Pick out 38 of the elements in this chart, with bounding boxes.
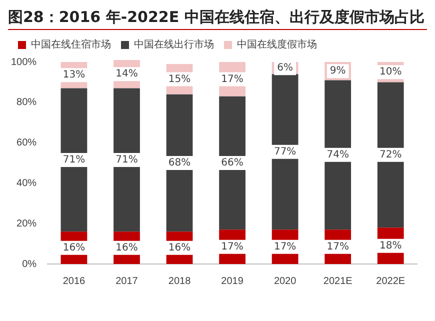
data-label: 17% [274,241,296,252]
y-tick-label: 80% [16,97,37,108]
y-tick-label: 60% [16,138,37,149]
data-label: 17% [326,241,349,252]
data-label: 72% [379,150,402,161]
data-label: 71% [62,154,86,166]
x-tick-label: 2020 [274,276,297,287]
data-label: 74% [326,150,349,161]
data-label: 16% [116,242,138,254]
x-tick-label: 2017 [116,276,138,287]
data-label: 17% [221,74,244,85]
legend-label: 中国在线度假市场 [237,38,317,51]
y-tick-label: 0% [22,258,37,270]
data-label: 17% [221,241,244,252]
legend-label: 中国在线住宿市场 [31,38,111,51]
data-label: 6% [277,62,293,74]
data-label: 15% [168,74,191,85]
x-tick-label: 2019 [221,276,244,287]
data-label: 77% [274,146,296,158]
data-label: 10% [379,66,402,78]
data-label: 18% [379,240,402,252]
data-label: 9% [330,66,346,77]
data-label: 68% [168,158,191,169]
data-label: 16% [168,242,191,254]
data-label: 71% [116,154,138,166]
x-tick-label: 2018 [168,276,192,287]
data-label: 16% [62,242,86,254]
y-tick-label: 20% [16,218,37,230]
x-tick-label: 2022E [376,276,406,287]
data-label: 14% [116,68,138,80]
y-tick-label: 40% [16,178,37,189]
legend-label: 中国在线出行市场 [134,38,214,51]
data-label: 13% [62,70,86,81]
data-label: 66% [221,158,244,169]
chart-title: 图28：2016 年-2022E 中国在线住宿、出行及度假市场占比 [8,8,427,30]
y-tick-label: 100% [11,56,37,68]
x-tick-label: 2021E [323,276,353,287]
x-tick-label: 2016 [62,276,86,287]
